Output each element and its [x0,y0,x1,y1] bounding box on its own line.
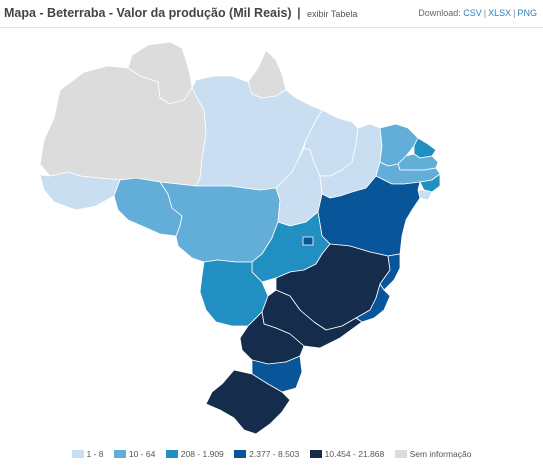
title-separator: | [297,6,301,20]
download-bar: Download: CSV | XLSX | PNG [418,8,537,18]
legend-swatch [309,450,322,459]
legend-item: 2.377 - 8.503 [234,448,299,459]
legend-label: 10 - 64 [128,449,156,460]
state-ap[interactable] [247,49,287,99]
legend-swatch [165,450,178,459]
map-legend: 1 - 8 10 - 64 208 - 1.909 2.377 - 8.503 … [0,448,543,459]
legend-item: 10.454 - 21.868 [309,448,385,460]
legend-swatch [394,450,407,459]
legend-swatch [234,450,247,459]
legend-item: 208 - 1.909 [165,448,224,460]
download-png-link[interactable]: PNG [517,8,537,18]
map-title-row: Mapa - Beterraba - Valor da produção (Mi… [4,6,357,20]
map-header: Mapa - Beterraba - Valor da produção (Mi… [0,0,543,28]
legend-label: 1 - 8 [86,449,104,460]
legend-label: 10.454 - 21.868 [324,449,385,460]
legend-swatch [71,450,84,459]
legend-label: Sem informação [409,449,472,460]
state-es[interactable] [379,253,401,291]
state-df[interactable] [302,236,314,246]
legend-label: 2.377 - 8.503 [249,449,300,460]
legend-item: 1 - 8 [71,448,104,460]
state-rn[interactable] [413,137,437,159]
map-title: Mapa - Beterraba - Valor da produção (Mi… [4,6,292,20]
download-csv-link[interactable]: CSV [463,8,482,18]
state-rj[interactable] [355,283,391,323]
legend-item: Sem informação [394,448,472,460]
legend-item: 10 - 64 [113,448,156,460]
download-label: Download: [418,8,461,18]
state-rs[interactable] [205,369,291,435]
legend-label: 208 - 1.909 [180,449,224,460]
legend-swatch [113,450,126,459]
show-table-toggle[interactable]: exibir Tabela [307,9,358,19]
download-xlsx-link[interactable]: XLSX [488,8,512,18]
brazil-choropleth-map [39,41,441,435]
